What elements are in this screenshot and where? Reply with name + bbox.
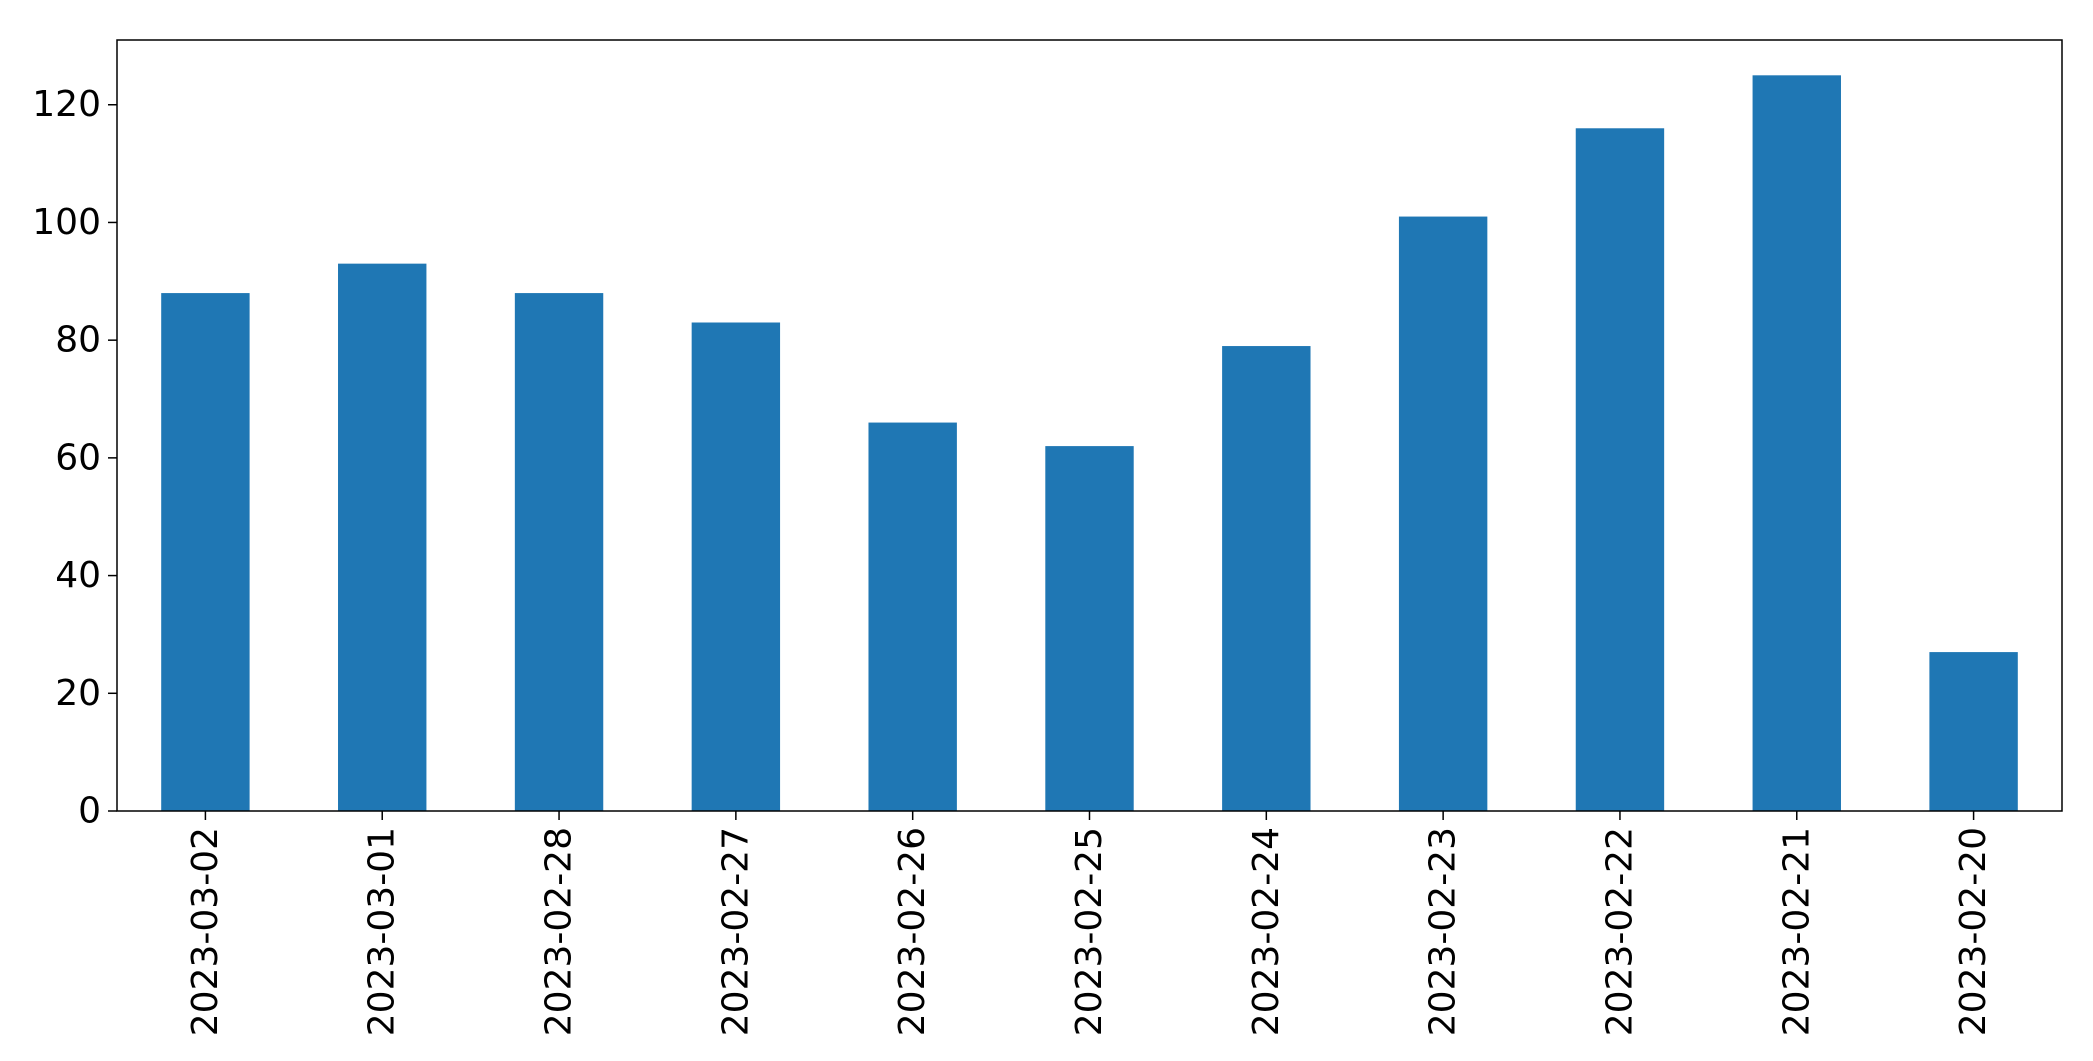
y-tick-label: 120 [32, 84, 101, 125]
x-tick-label: 2023-02-25 [1069, 827, 1110, 1036]
x-tick-label: 2023-02-28 [539, 827, 580, 1036]
bar-2023-02-23 [1398, 216, 1488, 811]
x-tick-label: 2023-03-01 [362, 827, 403, 1036]
y-tick-label: 20 [55, 673, 101, 714]
x-tick-label: 2023-02-26 [892, 827, 933, 1036]
x-tick-label: 2023-02-20 [1953, 827, 1994, 1036]
x-tick-label: 2023-02-24 [1246, 827, 1287, 1036]
bar-2023-02-24 [1222, 346, 1311, 811]
y-tick-label: 100 [32, 202, 101, 243]
y-tick-label: 80 [55, 320, 101, 361]
x-tick-label: 2023-02-21 [1776, 827, 1817, 1036]
y-tick-label: 60 [55, 437, 101, 478]
bar-2023-02-27 [691, 322, 781, 811]
y-axis: 0 20 40 60 80 100 120 [32, 84, 117, 832]
bar-2023-03-01 [338, 263, 427, 811]
y-tick-label: 40 [55, 555, 101, 596]
bar-2023-02-25 [1045, 446, 1134, 811]
x-tick-label: 2023-02-27 [715, 827, 756, 1036]
bar-2023-02-28 [514, 293, 604, 812]
bar-2023-02-20 [1929, 652, 2018, 811]
x-tick-label: 2023-03-02 [185, 827, 226, 1036]
bar-2023-02-26 [868, 422, 957, 811]
bar-2023-02-22 [1575, 128, 1665, 811]
y-tick-label: 0 [78, 791, 101, 832]
bars-group [161, 75, 2018, 812]
bar-2023-02-21 [1752, 75, 1841, 811]
bar-2023-03-02 [161, 293, 250, 812]
x-tick-label: 2023-02-22 [1599, 827, 1640, 1036]
x-tick-label: 2023-02-23 [1423, 827, 1464, 1036]
x-axis: 2023-03-02 2023-03-01 2023-02-28 2023-02-27… [185, 811, 1994, 1036]
